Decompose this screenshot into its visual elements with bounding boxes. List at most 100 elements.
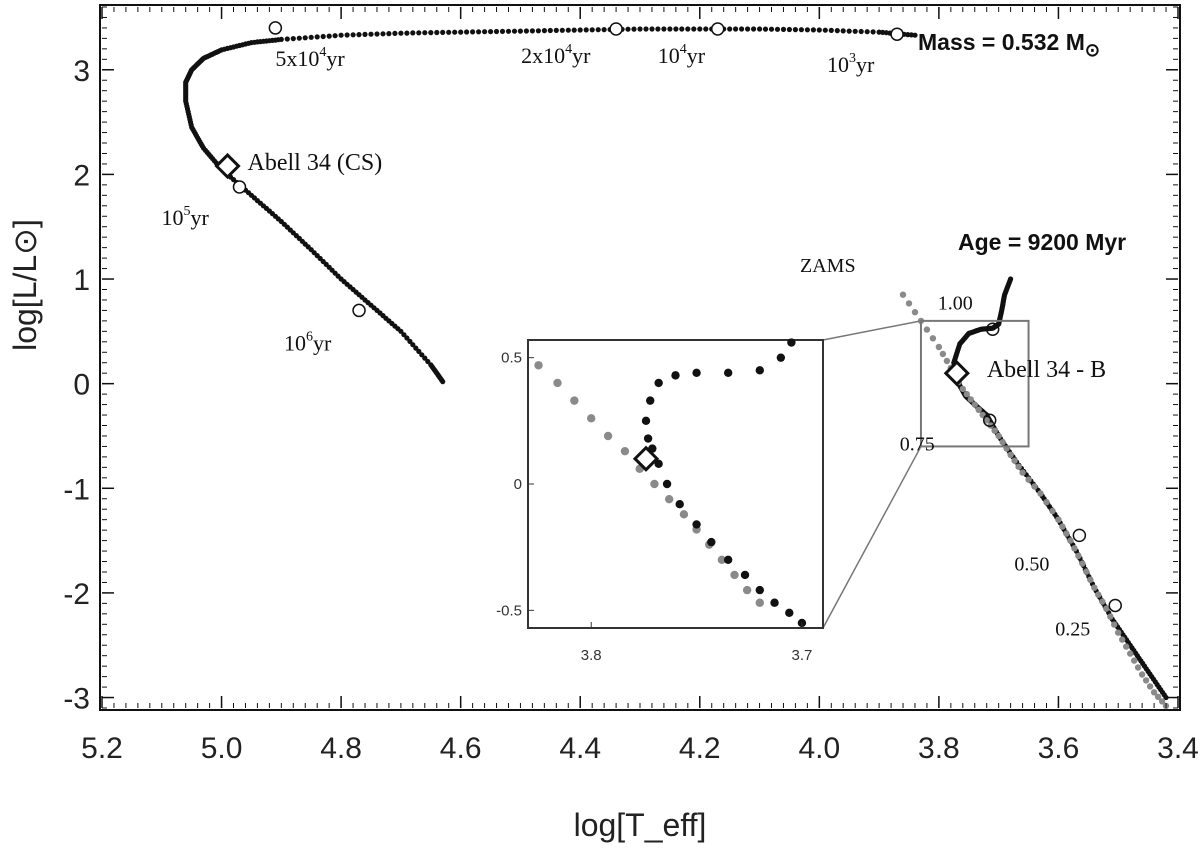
x-tick-label: 5.2 [81,732,123,765]
zams-track-point [1031,483,1038,490]
zams-track-point [1138,671,1146,678]
zams-track-point [1134,664,1142,671]
age-marker [609,22,623,36]
zams-track-point [1055,516,1062,523]
zams-track-point [905,300,913,307]
zams-track-point [967,396,974,403]
age-marker [710,22,725,36]
post-agb-track-point [284,36,290,42]
zams-track-point [1015,463,1022,470]
post-agb-track-point [786,26,793,33]
post-agb-track-point [547,27,553,34]
inset-y-tick-label: -0.5 [496,602,522,619]
mass-marker-label: 1.00 [938,292,973,314]
inset-x-tick-label: 3.8 [581,647,602,664]
post-agb-track-point [625,26,631,32]
post-agb-track-point [314,34,320,40]
post-agb-track-point [739,26,745,32]
post-agb-track-point [858,28,864,35]
y-tick-label: 3 [73,55,90,88]
inset-track-point [662,479,672,489]
y-axis-label: log[L/L⊙] [7,219,43,351]
post-agb-track-point [834,28,840,34]
post-agb-track-point [822,27,828,33]
post-agb-track-point [410,30,416,36]
post-agb-track-point [452,29,458,35]
post-agb-track-point [553,27,559,33]
zoom-leader-line [822,320,922,341]
inset-track-point [787,338,796,347]
star-diamond [943,360,970,387]
post-agb-track-point [601,27,607,33]
post-agb-track-point [380,31,386,37]
inset-zams-point [553,378,562,388]
zams-track-point [1059,523,1066,530]
x-tick-label: 3.6 [1038,732,1080,765]
post-agb-track-point [637,26,643,32]
inset-track-point [692,520,701,529]
zams-track-point [1091,584,1098,591]
inset-track-point [646,396,655,405]
post-agb-track-point [332,33,338,39]
post-agb-track-point [780,26,787,32]
post-agb-track-point [413,345,419,351]
x-tick-label: 5.0 [201,732,243,765]
post-agb-track-point [470,29,476,35]
post-agb-track-point [422,355,428,361]
zams-track-point [1154,693,1162,700]
post-agb-track-point [864,29,870,35]
age-marker-label: 106yr [284,329,332,355]
post-agb-track-point [422,30,428,36]
inset-track-point [654,459,663,468]
post-agb-track-point [661,26,667,32]
post-agb-track-point [667,26,673,32]
post-agb-track-point [392,30,398,36]
post-agb-track-point [745,26,751,32]
x-tick-label: 4.6 [440,732,482,765]
inset-zams-point [650,479,659,489]
zams-track-point [991,427,998,434]
inset-frame [527,339,824,629]
zams-track-point [1115,629,1122,636]
inset-star-diamond [632,445,660,472]
inset-zams-point [717,555,727,564]
zams-track-point [1025,476,1032,483]
post-agb-track-point [464,29,470,35]
post-agb-track-point [798,27,805,33]
zams-track-point [1123,643,1130,650]
zoom-leader-line [822,446,922,629]
y-tick-label: -1 [63,473,90,506]
zams-track-point [943,357,951,365]
zams-track-point [983,417,990,424]
post-agb-track-point [290,36,296,42]
age-marker-label: 5x104yr [275,45,345,71]
post-agb-track-point [535,28,542,34]
post-agb-track-point [302,35,308,41]
post-agb-track-point [511,28,518,34]
age-marker-label: 105yr [161,204,209,230]
zams-track-point [1075,552,1082,560]
zams-track-point [971,401,978,408]
post-agb-track-point [697,26,703,32]
x-axis-label: log[T_eff] [574,807,707,843]
zams-track-point [1063,530,1070,537]
post-agb-track-point [404,335,410,341]
post-agb-track-point [595,27,601,33]
zams-track-point [1079,560,1086,567]
post-agb-track-point [691,26,697,32]
post-agb-track-point [541,28,548,34]
post-agb-track-point [589,27,595,33]
post-agb-track-point [488,29,494,35]
post-agb-track-point [523,28,530,34]
post-agb-track-point [643,26,649,32]
age-marker-label: 103yr [827,51,875,77]
post-agb-track-point [374,31,380,37]
x-tick-label: 4.4 [559,732,601,765]
zams-track-point [1095,591,1102,598]
mass-annotation: Mass = 0.532 M⊙ [918,29,1100,60]
zams-track-point [1111,621,1118,628]
zams-track-point [1067,537,1074,544]
zams-track-point [1142,677,1150,684]
y-tick-label: 0 [73,369,90,402]
